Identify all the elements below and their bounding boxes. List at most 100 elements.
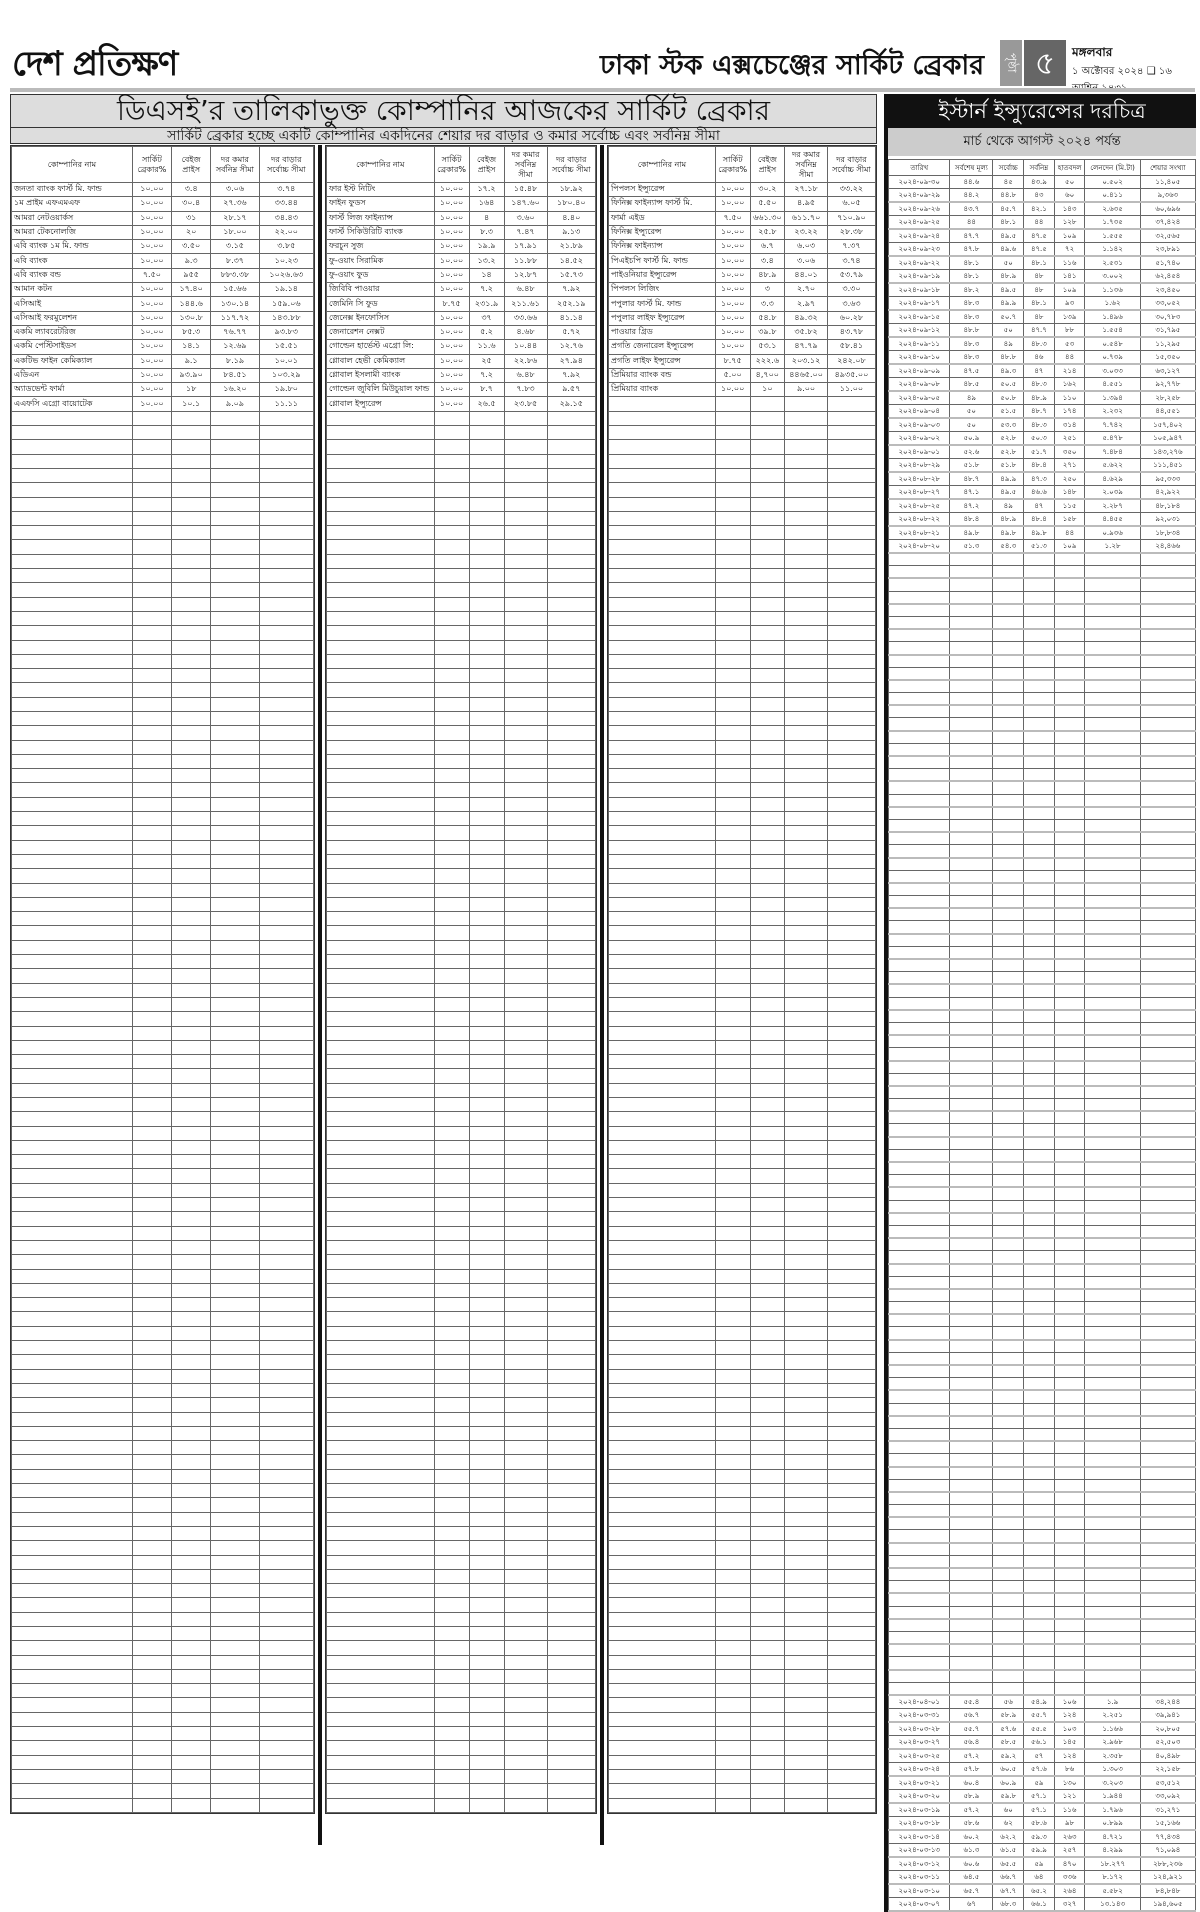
cell-value <box>949 742 994 757</box>
cell-value <box>749 1011 786 1027</box>
cell-value <box>749 425 786 441</box>
cell-value <box>949 1440 994 1455</box>
cell-value <box>546 925 597 941</box>
cell-value <box>210 467 260 484</box>
cell-value <box>503 668 548 684</box>
cell-value <box>503 968 548 984</box>
cell-value: ২৫.৮ <box>749 224 786 241</box>
cell-value <box>546 525 597 541</box>
cell-value <box>826 1611 877 1627</box>
cell-value <box>826 1054 877 1070</box>
cell-value <box>749 739 786 755</box>
cell-value: ৫.০০ <box>714 367 751 384</box>
cell-value <box>784 1597 828 1613</box>
cell-value: ৪৯.৯ <box>992 471 1025 486</box>
company-name <box>608 1096 716 1113</box>
cell-value <box>826 925 877 941</box>
table-row <box>608 1754 877 1770</box>
cell-value <box>784 1511 828 1527</box>
cell-value <box>714 1668 751 1685</box>
cell-value <box>546 839 597 855</box>
cell-value <box>210 1311 260 1327</box>
cell-value <box>258 739 315 755</box>
cell-value <box>1053 1643 1086 1658</box>
cell-value <box>131 1325 173 1342</box>
cell-value <box>826 610 877 627</box>
company-name <box>11 1511 133 1527</box>
table-row <box>11 1468 315 1485</box>
company-name <box>11 482 133 498</box>
cell-value <box>949 806 994 820</box>
cell-value <box>131 568 173 584</box>
company-name <box>608 1039 716 1056</box>
cell-value <box>1139 1478 1197 1493</box>
cell-value <box>949 755 994 770</box>
cell-value: ৯,৩৬৩ <box>1139 188 1197 203</box>
table-row: ২০২৪-০৯-৩০ ৪৪.৬ ৪৫ ৪৩.৯ ৫০ ০.৫০২ ১১,৪০৫ <box>887 175 1197 189</box>
table-row <box>608 1182 877 1199</box>
cell-value <box>992 1491 1025 1506</box>
table-row <box>608 510 877 527</box>
cell-value <box>749 1740 786 1756</box>
cell-value <box>171 1697 212 1713</box>
table-row: প্রগতি জেনারেল ইন্স্যুরেন্স ১০.০০ ৫৩.১ ৪৭.৭… <box>608 339 877 355</box>
cell-value <box>171 1011 212 1027</box>
cell-value <box>210 1139 260 1156</box>
cell-value <box>433 1011 470 1027</box>
cell-value: ২০২৪-০৩-২০ <box>887 1788 951 1804</box>
cell-value <box>1023 1263 1055 1277</box>
table-row <box>326 710 597 727</box>
company-name <box>11 1711 133 1728</box>
cell-value <box>433 1583 470 1599</box>
company-name <box>326 1325 435 1342</box>
cell-value <box>826 739 877 755</box>
cell-value <box>468 1711 505 1728</box>
table-row <box>326 1268 597 1284</box>
cell-value <box>992 831 1025 846</box>
table-row <box>11 1340 315 1356</box>
cell-value <box>826 968 877 984</box>
company-name <box>608 1025 716 1041</box>
cell-value <box>749 1368 786 1384</box>
cell-value <box>433 639 470 655</box>
cell-value <box>1139 1643 1197 1658</box>
cell-value <box>1084 755 1141 770</box>
cell-value: ১৮.০০ <box>210 224 260 241</box>
cell-value <box>784 553 828 570</box>
cell-value <box>714 1540 751 1556</box>
cell-value <box>1023 945 1055 960</box>
cell-value <box>1023 818 1055 834</box>
cell-value <box>258 525 315 541</box>
cell-value <box>1053 1199 1086 1214</box>
cell-value <box>433 610 470 627</box>
company-name <box>326 1468 435 1485</box>
table-row <box>326 1354 597 1370</box>
cell-value <box>433 453 470 469</box>
company-name: এবি ব্যাংক ১ম মি. ফান্ড <box>11 239 133 255</box>
company-name <box>11 968 133 984</box>
cell-value <box>433 1611 470 1627</box>
cell-value <box>468 1754 505 1770</box>
cell-value <box>210 1597 260 1613</box>
cell-value <box>826 682 877 698</box>
cell-value <box>714 1511 751 1527</box>
cell-value <box>714 1597 751 1613</box>
cell-value: ২০২৪-০৯-১০ <box>887 350 951 365</box>
company-name <box>11 1654 133 1670</box>
cell-value <box>546 1168 597 1184</box>
cell-value: ৩.৪ <box>749 253 786 269</box>
cell-value <box>749 825 786 841</box>
cell-value <box>1084 958 1141 973</box>
cell-value <box>992 1237 1025 1252</box>
cell-value: ১০৩.২৯ <box>258 367 315 384</box>
cell-value <box>503 996 548 1013</box>
cell-value: ৩.৭৪ <box>826 253 877 269</box>
cell-value: ৪৯.৬ <box>992 242 1025 257</box>
cell-value: ৪৮.৮ <box>949 323 994 338</box>
cell-value <box>887 1072 951 1087</box>
cell-value <box>468 768 505 784</box>
table-row <box>887 1415 1197 1429</box>
cell-value: ৮.৩৭ <box>210 253 260 269</box>
cell-value <box>992 1440 1025 1455</box>
cell-value <box>468 825 505 841</box>
